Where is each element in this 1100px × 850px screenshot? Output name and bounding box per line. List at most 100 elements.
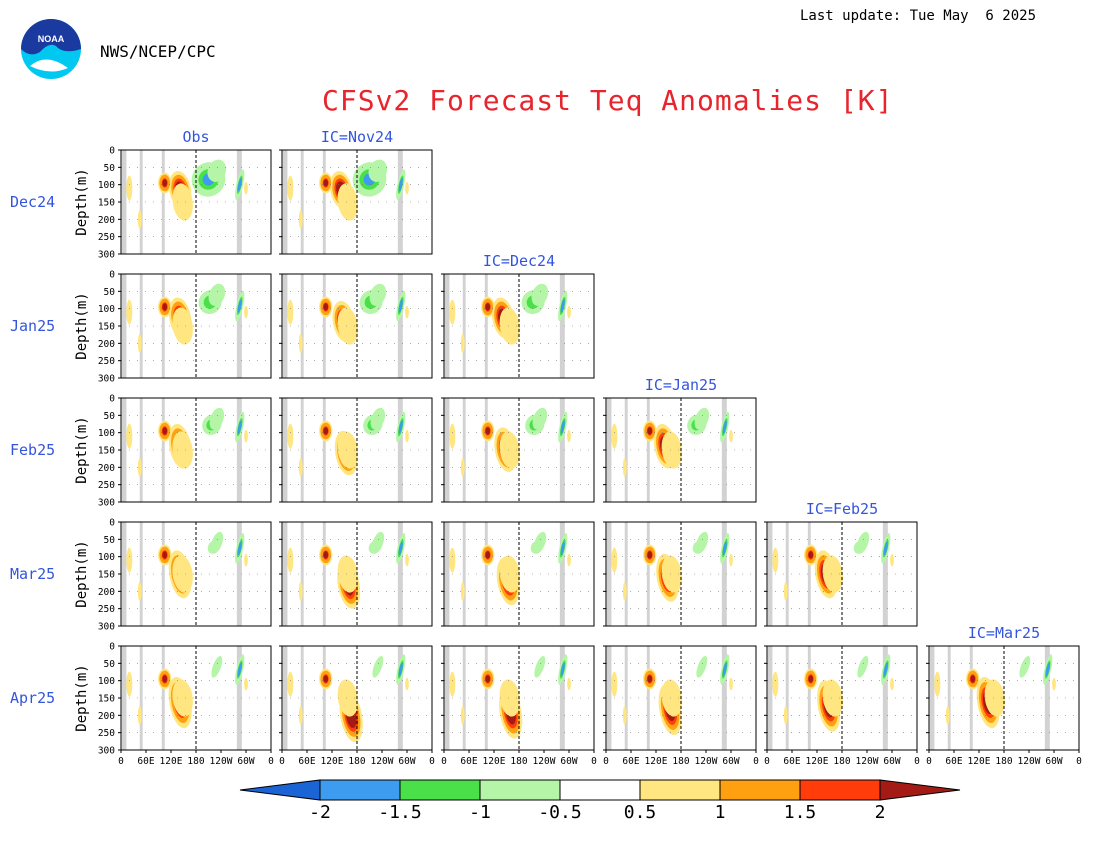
anomaly-contour [244, 679, 248, 689]
y-tick-label: 150 [98, 694, 115, 705]
colorbar-label: -2 [309, 802, 331, 823]
anomaly-contour [127, 304, 132, 320]
anomaly-contour [399, 664, 403, 675]
y-tick-label: 100 [98, 552, 115, 563]
land-mask [1044, 646, 1050, 750]
anomaly-contour [176, 563, 189, 585]
column-header: IC=Feb25 [806, 500, 878, 518]
y-tick-label: 100 [98, 676, 115, 687]
anomaly-contour [729, 431, 733, 441]
panel-Mar25-IC=Dec24 [441, 521, 595, 627]
anomaly-contour [341, 191, 354, 213]
land-mask [559, 398, 565, 502]
x-tick-label: 60E [460, 756, 477, 767]
panel-field [121, 522, 271, 626]
land-mask [929, 646, 935, 750]
panel-Feb25-IC=Dec24 [441, 397, 595, 503]
land-mask [322, 150, 326, 254]
land-mask [300, 646, 304, 750]
anomaly-contour [503, 687, 516, 709]
y-tick-label: 300 [98, 250, 115, 261]
anomaly-contour [450, 676, 455, 692]
anomaly-contour [890, 679, 894, 689]
anomaly-contour [244, 431, 248, 441]
x-tick-label: 60E [783, 756, 800, 767]
colorbar-segment [799, 779, 881, 801]
panel-Jan25-IC=Dec24 [441, 273, 595, 379]
land-mask [882, 646, 888, 750]
colorbar-arrow-high [879, 779, 961, 801]
land-mask [322, 646, 326, 750]
y-tick-label: 250 [98, 728, 115, 739]
panel-Dec24-Obs [118, 149, 272, 255]
anomaly-contour [211, 164, 223, 178]
y-tick-label: 200 [98, 711, 115, 722]
colorbar-segment [639, 779, 721, 801]
column-header: IC=Jan25 [645, 376, 717, 394]
x-tick-label: 60E [945, 756, 962, 767]
y-tick-label: 300 [98, 746, 115, 757]
land-mask [484, 398, 488, 502]
x-tick-label: 0 [591, 756, 597, 767]
anomaly-contour [826, 687, 839, 709]
anomaly-contour [698, 536, 706, 550]
x-tick-label: 0 [914, 756, 920, 767]
x-tick-label: 120W [695, 756, 718, 767]
land-mask [624, 646, 628, 750]
anomaly-contour [405, 307, 409, 317]
land-mask [236, 274, 242, 378]
anomaly-contour [288, 180, 293, 196]
colorbar-arrow-low [239, 779, 321, 801]
x-tick-label: 0 [1076, 756, 1082, 767]
land-mask [121, 398, 127, 502]
land-mask [721, 522, 727, 626]
anomaly-contour [373, 412, 383, 426]
y-tick-label: 250 [98, 356, 115, 367]
colorbar-label: -1.5 [378, 802, 421, 823]
land-mask [721, 398, 727, 502]
x-tick-label: 120E [321, 756, 344, 767]
land-mask [121, 522, 127, 626]
anomaly-contour [162, 427, 168, 435]
anomaly-contour [647, 551, 653, 559]
land-mask [282, 150, 288, 254]
anomaly-contour [341, 563, 354, 585]
x-tick-label: 120E [483, 756, 506, 767]
x-tick-label: 60W [398, 756, 415, 767]
land-mask [646, 646, 650, 750]
y-tick-label: 200 [98, 587, 115, 598]
anomaly-contour [162, 303, 168, 311]
panel-field [444, 646, 594, 750]
anomaly-contour [623, 460, 627, 475]
last-update-text: Last update: Tue May 6 2025 [800, 8, 1037, 24]
panel-Apr25-IC=Dec24 [441, 645, 595, 751]
land-mask [606, 398, 612, 502]
anomaly-contour [723, 421, 727, 433]
x-tick-label: 0 [753, 756, 759, 767]
anomaly-contour [176, 439, 189, 461]
anomaly-contour [503, 315, 516, 337]
land-mask [397, 274, 403, 378]
anomaly-contour [808, 675, 814, 683]
panel-field [282, 274, 432, 378]
y-tick-label: 200 [98, 339, 115, 350]
panel-Feb25-IC=Jan25 [603, 397, 757, 503]
panel-field [767, 522, 917, 626]
land-mask [462, 274, 466, 378]
y-tick-label: 200 [98, 215, 115, 226]
colorbar-segment [559, 779, 641, 801]
anomaly-contour [399, 179, 403, 191]
panel-Apr25-IC=Jan25 [603, 645, 757, 751]
y-tick-label: 0 [109, 518, 115, 529]
logo-text: NOAA [38, 34, 65, 44]
colorbar-segment [319, 779, 401, 801]
land-mask [785, 522, 789, 626]
panel-field [929, 646, 1079, 750]
panel-Apr25-Obs [118, 645, 272, 751]
anomaly-contour [729, 555, 733, 565]
panel-Mar25-IC=Nov24 [279, 521, 433, 627]
x-tick-label: 180 [187, 756, 204, 767]
anomaly-contour [665, 563, 678, 585]
panel-field [282, 398, 432, 502]
land-mask [444, 398, 450, 502]
